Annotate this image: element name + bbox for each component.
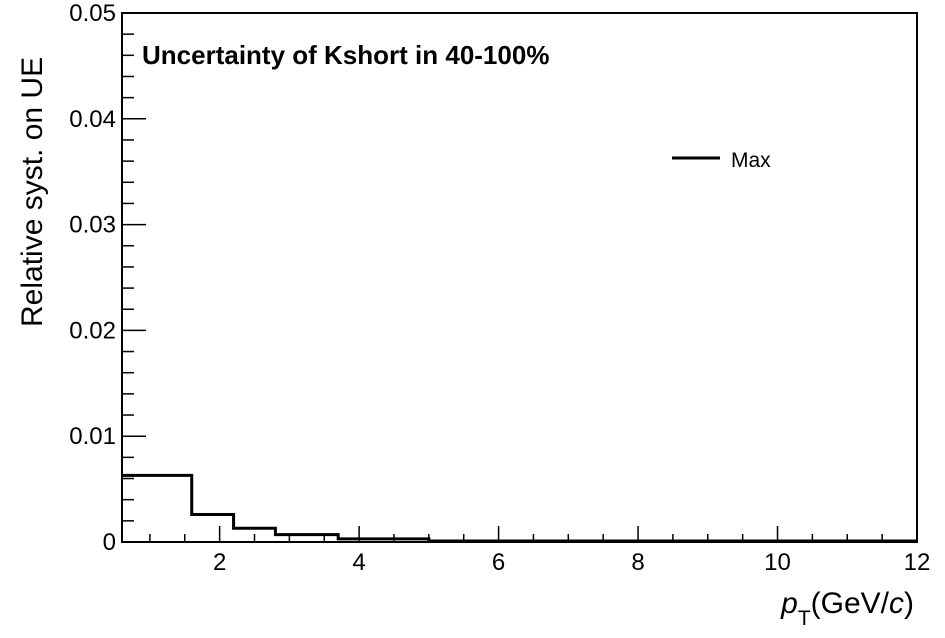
- x-axis-label: pT(GeV/c): [780, 587, 914, 630]
- tick-labels: 2 4 6 8 10 12 0 0.01 0.02 0.03 0.04 0.05: [69, 0, 930, 576]
- x-tick-label: 4: [352, 549, 365, 576]
- legend-label-max: Max: [731, 149, 771, 172]
- y-tick-label: 0.02: [69, 317, 116, 344]
- y-tick-label: 0.04: [69, 106, 116, 133]
- axis-ticks: [122, 12, 918, 543]
- x-tick-label: 2: [213, 549, 226, 576]
- x-tick-label: 6: [492, 549, 505, 576]
- x-tick-label: 12: [904, 549, 931, 576]
- plot-frame: [121, 12, 918, 543]
- y-tick-label: 0.05: [69, 0, 116, 27]
- x-tick-label: 8: [631, 549, 644, 576]
- chart-title: Uncertainty of Kshort in 40-100%: [142, 40, 549, 70]
- series-max-line: [122, 473, 917, 543]
- y-tick-label: 0.03: [69, 212, 116, 239]
- y-tick-label: 0.01: [69, 423, 116, 450]
- y-tick-label: 0: [103, 529, 116, 556]
- x-tick-label: 10: [764, 549, 791, 576]
- y-axis-label: Relative syst. on UE: [16, 57, 49, 327]
